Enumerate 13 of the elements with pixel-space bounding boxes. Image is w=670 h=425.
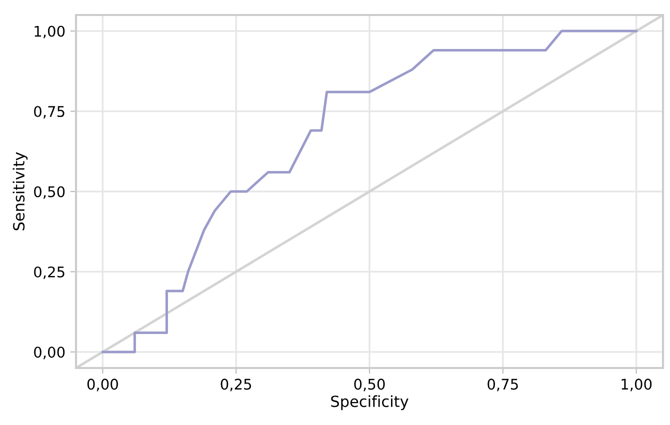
x-axis-title: Specificity	[331, 395, 408, 410]
x-tick-label: 0,00	[87, 378, 118, 392]
y-tick-label: 0,50	[34, 186, 65, 199]
y-axis-title: Sensitivity	[12, 152, 28, 230]
x-tick-label: 0,75	[488, 378, 518, 392]
x-tick-label: 1,00	[622, 378, 652, 392]
y-tick-label: 0,00	[34, 346, 65, 360]
y-tick-label: 0,25	[34, 266, 64, 279]
y-tick-label: 1,00	[34, 26, 65, 38]
line-series	[101, 30, 638, 354]
y-tick-label: 0,75	[34, 106, 64, 119]
x-tick-label: 0,25	[220, 378, 252, 392]
x-tick-label: 0,50	[354, 378, 385, 392]
